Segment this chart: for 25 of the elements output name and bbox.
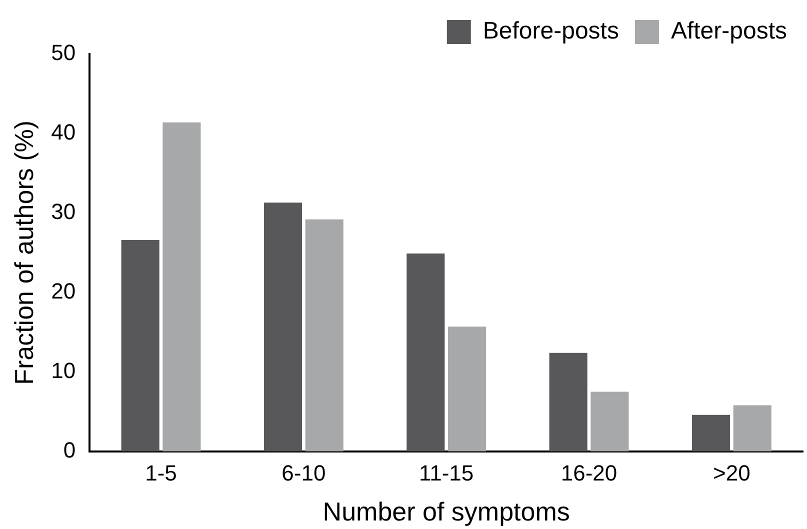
bar [549, 352, 588, 452]
x-tick-label: >20 [713, 460, 750, 486]
x-tick-label: 1-5 [145, 460, 177, 486]
x-axis-title: Number of symptoms [322, 496, 570, 527]
bar [733, 405, 772, 452]
y-tick-label: 0 [63, 437, 76, 462]
y-tick-label: 30 [51, 199, 76, 224]
y-tick-label: 40 [51, 120, 76, 145]
y-tick-label: 50 [51, 40, 76, 66]
legend-label: Before-posts [482, 18, 619, 45]
x-tick-label: 6-10 [282, 460, 326, 486]
bar [305, 219, 344, 452]
bar [121, 240, 160, 452]
bar [448, 326, 486, 452]
x-tick-label: 16-20 [560, 460, 618, 486]
bar [162, 122, 201, 452]
y-axis-title: Fraction of authors (%) [8, 120, 39, 385]
bar [692, 414, 730, 452]
y-tick-label: 10 [51, 358, 76, 383]
x-tick-label: 11-15 [419, 460, 474, 486]
bar [406, 253, 445, 452]
bar [590, 392, 629, 452]
legend-label: After-posts [670, 18, 788, 45]
y-tick-label: 20 [51, 278, 76, 304]
bar [264, 202, 302, 452]
